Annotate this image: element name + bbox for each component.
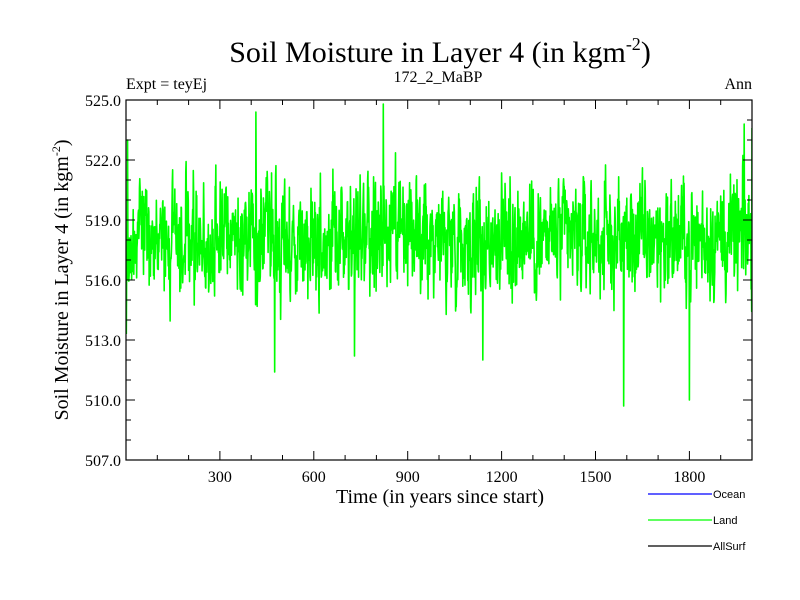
series-line-land <box>126 103 752 407</box>
chart-title: Soil Moisture in Layer 4 (in kgm-2) <box>229 34 651 69</box>
legend: Ocean Land AllSurf <box>648 489 746 553</box>
subtitle-center: 172_2_MaBP <box>394 69 483 86</box>
x-tick-label: 1800 <box>673 469 705 486</box>
plot-frame <box>125 99 753 461</box>
y-tick-label: 516.0 <box>85 273 121 290</box>
y-tick-label: 513.0 <box>85 333 121 350</box>
legend-label-allsurf: AllSurf <box>713 541 746 553</box>
x-axis-label: Time (in years since start) <box>336 486 544 508</box>
y-tick-label: 507.0 <box>85 453 121 470</box>
x-tick-label: 300 <box>208 469 232 486</box>
subtitle-left: Expt = teyEj <box>126 76 207 93</box>
y-axis-label: Soil Moisture in Layer 4 (in kgm-2) <box>49 139 73 420</box>
series-group <box>126 103 752 407</box>
tick-group: 507.0 510.0 513.0 516.0 519.0 522.0 525.0 300 60… <box>85 93 752 486</box>
legend-label-land: Land <box>713 515 737 527</box>
y-tick-label: 522.0 <box>85 153 121 170</box>
subtitle-right: Ann <box>724 76 752 93</box>
x-tick-label: 900 <box>396 469 420 486</box>
x-tick-label: 1500 <box>580 469 612 486</box>
y-tick-label: 525.0 <box>85 93 121 110</box>
x-tick-label: 1200 <box>486 469 518 486</box>
x-tick-label: 600 <box>302 469 326 486</box>
y-tick-label: 519.0 <box>85 213 121 230</box>
legend-label-ocean: Ocean <box>713 489 745 501</box>
y-tick-label: 510.0 <box>85 393 121 410</box>
